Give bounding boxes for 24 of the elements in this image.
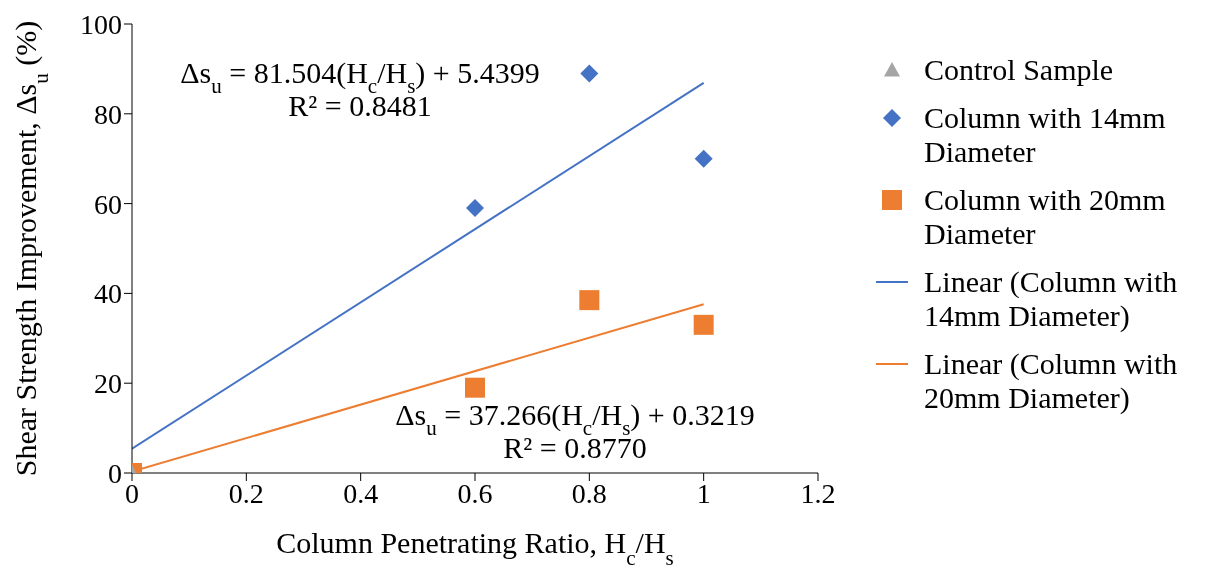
legend-label: Column with 20mm Diameter [924,183,1167,251]
y-tick-label: 40 [94,278,122,310]
x-tick-label: 1 [696,477,711,509]
y-tick-label: 0 [108,457,122,489]
y-tick-label: 80 [94,98,122,130]
x-axis-title: Column Penetrating Ratio, H$_{c}$/H$_{s}$ [276,526,674,565]
legend-label: Control Sample [924,53,1114,87]
point [465,377,485,398]
y-tick-label: 20 [94,368,122,400]
y-tick-label: 60 [94,188,122,220]
x-tick-label: 0.6 [457,477,493,509]
point [694,149,713,168]
point [693,314,714,335]
legend-label: Linear (Column with 20mm Diameter) [924,347,1179,415]
x-tick-label: 0.2 [228,477,264,509]
y-tick-label: 100 [80,8,122,40]
point [580,64,599,83]
legend-label: Linear (Column with 14mm Diameter) [924,265,1179,333]
x-tick-label: 0.8 [571,477,607,509]
x-tick-label: 1.2 [800,477,836,509]
point [466,199,484,218]
x-tick-label: 0.4 [343,477,379,509]
legend-label: Column with 14mm Diameter [924,101,1167,169]
point [579,290,600,311]
